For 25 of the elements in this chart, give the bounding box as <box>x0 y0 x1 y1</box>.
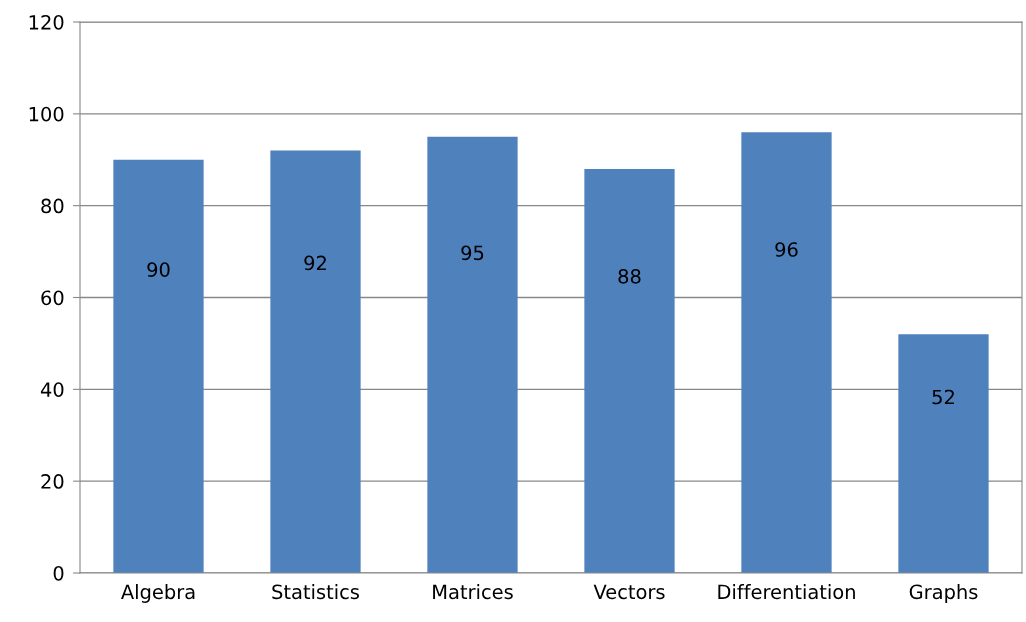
data-label: 96 <box>775 242 798 257</box>
data-label: 88 <box>618 268 641 284</box>
x-tick-label: Vectors <box>593 584 665 600</box>
bar <box>270 150 361 573</box>
bar <box>584 168 675 573</box>
data-label: 92 <box>304 255 326 271</box>
x-tick-label: Algebra <box>121 584 195 603</box>
y-tick-label: 60 <box>41 290 64 306</box>
y-tick-label: 0 <box>53 565 64 581</box>
x-tick-label: Differentiation <box>718 584 855 600</box>
bar <box>113 159 204 573</box>
bar <box>741 132 832 573</box>
bar <box>898 334 989 573</box>
data-label: 52 <box>932 389 954 405</box>
data-label: 95 <box>461 245 484 261</box>
x-tick-label: Matrices <box>433 584 513 600</box>
y-tick-label: 40 <box>40 382 64 397</box>
x-tick-label: Statistics <box>272 584 359 600</box>
x-tick-label: Graphs <box>909 584 978 603</box>
y-tick-label: 80 <box>41 198 64 214</box>
y-tick-label: 100 <box>29 106 64 122</box>
y-tick-label: 120 <box>29 14 64 30</box>
bar <box>427 136 518 573</box>
y-tick-label: 20 <box>41 474 64 489</box>
data-label: 90 <box>147 262 170 277</box>
